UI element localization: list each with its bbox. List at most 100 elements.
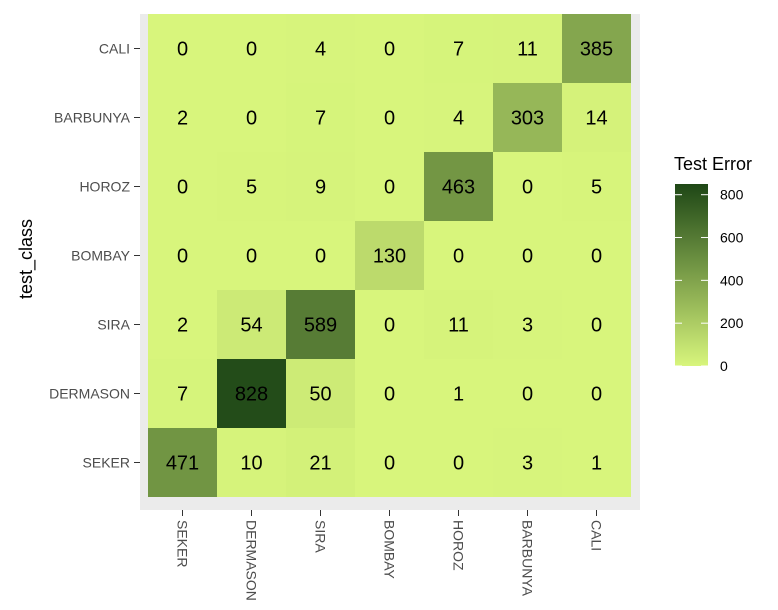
y-tick-label: BOMBAY <box>71 248 131 264</box>
cell-value-label: 1 <box>591 453 602 475</box>
cell-value-label: 14 <box>585 108 607 130</box>
heatmap-cell <box>424 83 493 152</box>
cell-value-label: 0 <box>246 246 257 268</box>
cell-value-label: 2 <box>177 108 188 130</box>
heatmap-cell <box>148 290 217 359</box>
cell-value-label: 0 <box>177 39 188 61</box>
heatmap-cell <box>286 14 355 83</box>
cell-value-label: 0 <box>315 246 326 268</box>
heatmap-cell <box>355 152 424 221</box>
cell-value-label: 471 <box>166 453 199 475</box>
x-tick-label: HOROZ <box>451 520 467 571</box>
legend-colorbar <box>675 184 708 366</box>
heatmap-cell <box>217 14 286 83</box>
heatmap-cell <box>424 359 493 428</box>
heatmap-cell <box>562 83 631 152</box>
cell-value-label: 1 <box>453 384 464 406</box>
heatmap-cell <box>493 83 562 152</box>
cell-value-label: 130 <box>373 246 406 268</box>
y-tick-label: BARBUNYA <box>54 110 131 126</box>
heatmap-cell <box>286 428 355 497</box>
legend-tick-label: 0 <box>720 358 728 374</box>
heatmap-cell <box>148 152 217 221</box>
x-tick-labels: SEKER DERMASON SIRA BOMBAY HOROZ BARBUNYA CALI <box>175 510 605 601</box>
cell-value-label: 0 <box>591 246 602 268</box>
heatmap-cell <box>355 221 424 290</box>
cell-value-label: 3 <box>522 453 533 475</box>
heatmap-cells: 471 10 21 0 0 3 17 828 50 0 1 0 02 54 589 0 11 3 00 0 0 130 0 0… <box>148 14 631 497</box>
x-tick-label: CALI <box>589 520 605 551</box>
heatmap-cell <box>217 359 286 428</box>
cell-value-label: 0 <box>591 384 602 406</box>
cell-value-label: 828 <box>235 384 268 406</box>
cell-value-label: 463 <box>442 177 475 199</box>
heatmap-cell <box>286 359 355 428</box>
legend-tick-label: 600 <box>720 230 744 246</box>
heatmap-cell <box>148 83 217 152</box>
cell-value-label: 5 <box>246 177 257 199</box>
cell-value-label: 0 <box>591 315 602 337</box>
heatmap-cell <box>424 221 493 290</box>
cell-value-label: 54 <box>240 315 262 337</box>
cell-value-label: 0 <box>384 315 395 337</box>
heatmap-cell <box>148 221 217 290</box>
cell-value-label: 0 <box>453 453 464 475</box>
heatmap-cell <box>493 290 562 359</box>
heatmap-cell <box>148 428 217 497</box>
cell-value-label: 0 <box>453 246 464 268</box>
y-tick-label: HOROZ <box>79 179 130 195</box>
cell-value-label: 50 <box>309 384 331 406</box>
y-tick-labels: SEKER DERMASON SIRA BOMBAY HOROZ BARBUNYA CALI <box>49 41 140 471</box>
cell-value-label: 0 <box>522 384 533 406</box>
heatmap-cell <box>562 290 631 359</box>
cell-value-label: 7 <box>453 39 464 61</box>
cell-value-label: 11 <box>448 315 469 337</box>
cell-value-label: 0 <box>522 246 533 268</box>
heatmap-cell <box>286 83 355 152</box>
heatmap-cell <box>562 14 631 83</box>
heatmap-cell <box>355 290 424 359</box>
cell-value-label: 303 <box>511 108 544 130</box>
cell-value-label: 0 <box>384 108 395 130</box>
legend-tick-label: 800 <box>720 187 744 203</box>
heatmap-cell <box>424 152 493 221</box>
cell-value-label: 385 <box>580 39 613 61</box>
heatmap-cell <box>217 290 286 359</box>
heatmap-cell <box>493 359 562 428</box>
cell-value-label: 0 <box>522 177 533 199</box>
heatmap-cell <box>148 14 217 83</box>
cell-value-label: 0 <box>384 384 395 406</box>
cell-value-label: 3 <box>522 315 533 337</box>
heatmap-cell <box>355 83 424 152</box>
heatmap-cell <box>217 221 286 290</box>
heatmap-cell <box>562 428 631 497</box>
heatmap-cell <box>562 152 631 221</box>
y-tick-label: DERMASON <box>49 386 130 402</box>
cell-value-label: 10 <box>240 453 262 475</box>
heatmap-cell <box>493 14 562 83</box>
heatmap-cell <box>286 290 355 359</box>
heatmap-cell <box>562 221 631 290</box>
legend-tick-label: 400 <box>720 272 744 288</box>
legend-title: Test Error <box>674 154 752 174</box>
cell-value-label: 21 <box>309 453 331 475</box>
heatmap-cell <box>217 428 286 497</box>
cell-value-label: 2 <box>177 315 188 337</box>
cell-value-label: 0 <box>246 39 257 61</box>
x-tick-label: DERMASON <box>244 520 260 601</box>
x-tick-label: BOMBAY <box>382 520 398 580</box>
heatmap-cell <box>217 152 286 221</box>
heatmap-cell <box>424 14 493 83</box>
x-tick-label: SEKER <box>175 520 191 567</box>
y-axis-title: test_class <box>16 219 37 299</box>
heatmap-cell <box>286 221 355 290</box>
heatmap-cell <box>217 83 286 152</box>
heatmap-cell <box>286 152 355 221</box>
heatmap-cell <box>424 290 493 359</box>
legend: Test Error 0 200 400 600 800 <box>674 154 752 374</box>
cell-value-label: 7 <box>315 108 326 130</box>
heatmap-cell <box>355 359 424 428</box>
cell-value-label: 11 <box>517 39 538 61</box>
cell-value-label: 0 <box>384 453 395 475</box>
